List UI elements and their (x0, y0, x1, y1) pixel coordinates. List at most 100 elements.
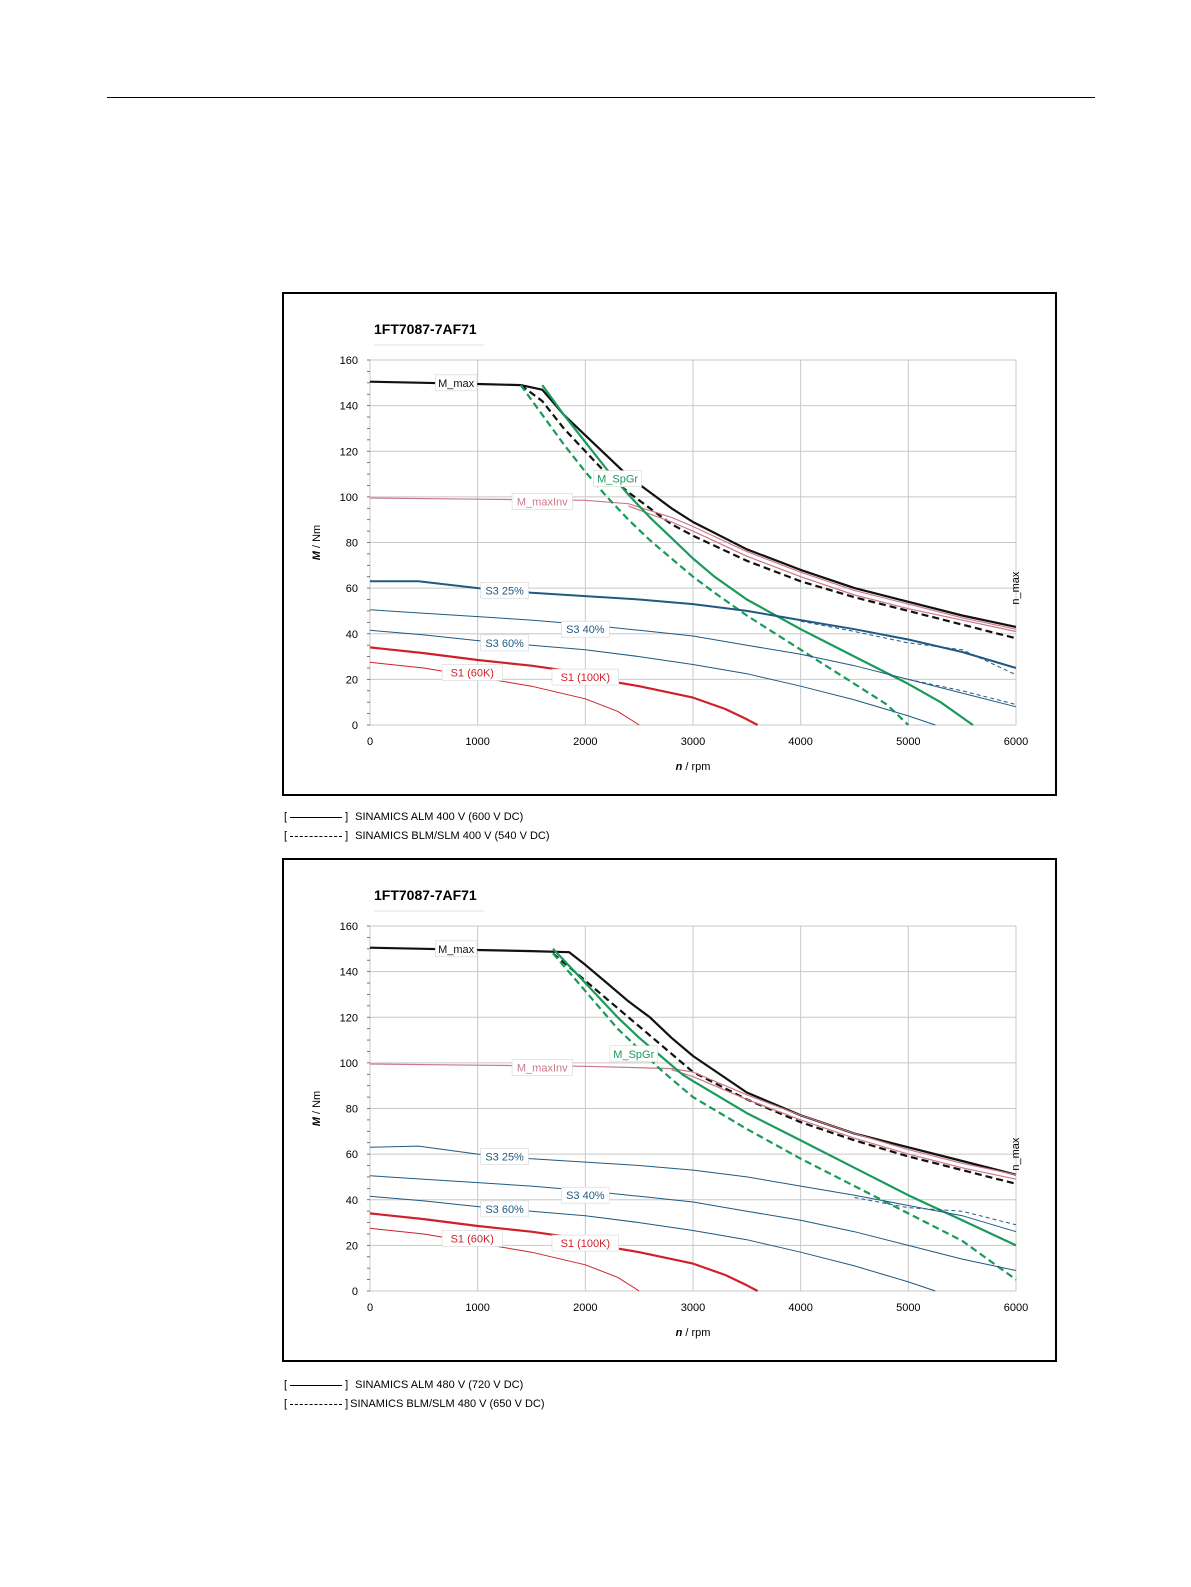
legend-swatch-dashed (290, 1404, 343, 1405)
series-label-text: S3 25% (485, 1151, 524, 1163)
series-label-text: S1 (100K) (561, 672, 611, 684)
x-tick-label: 0 (367, 736, 373, 748)
series-line-s3-25 (370, 580, 1017, 669)
series-label-bg (435, 374, 478, 392)
x-tick-label: 1000 (465, 736, 489, 748)
series-label-s3-40: S3 40% (561, 1186, 610, 1204)
series-label-s3-40: S3 40% (561, 620, 610, 638)
series-line-s3-dashed (854, 1197, 1017, 1226)
legend-row-solid: [ ] SINAMICS ALM 400 V (600 V DC) (284, 808, 550, 827)
legend-bracket-open: [ (284, 1379, 288, 1391)
y-tick-label: 20 (346, 674, 358, 686)
x-axis-label: n / rpm (676, 761, 711, 773)
series-label-text: S3 40% (566, 1190, 605, 1202)
y-tick-label: 120 (340, 446, 358, 458)
series-label-s1-60k: S1 (60K) (441, 1230, 503, 1247)
series-line-s3-40 (369, 1175, 1017, 1271)
legend-label-solid: SINAMICS ALM 400 V (600 V DC) (355, 811, 524, 823)
series-line-m_max-dashed (552, 952, 1017, 1185)
series-label-bg (441, 1230, 503, 1247)
series-label-m-spgr: M_SpGr (609, 1045, 658, 1063)
chart-1-frame: 1FT7087-7AF71 0 1000 2000 3000 4000 5000 6000 0 2… (282, 292, 1057, 796)
y-tick-label: 120 (340, 1012, 358, 1024)
y-axis-label: M / Nm (311, 525, 323, 560)
y-tick-label: 100 (340, 1058, 358, 1070)
series-label-text: M_maxInv (517, 496, 568, 508)
series-line-s1-60k (369, 661, 640, 726)
chart-title: 1FT7087-7AF71 (374, 887, 477, 903)
n-max-label: n_max (1010, 1137, 1022, 1171)
x-tick-label: 4000 (788, 1302, 812, 1314)
y-tick-label: 60 (346, 1149, 358, 1161)
series-label-m-max: M_max (435, 940, 478, 958)
series-label-bg (551, 668, 619, 686)
series-label-text: S1 (100K) (561, 1238, 611, 1250)
series-label-s1-60k: S1 (60K) (441, 664, 503, 681)
series-label-s3-60: S3 60% (480, 1200, 529, 1218)
series-line-m-spgr (552, 948, 1017, 1247)
series-line-s1-100k (369, 646, 759, 726)
series-label-text: M_SpGr (613, 1049, 654, 1061)
series-label-m-max: M_max (435, 374, 478, 392)
legend-bracket-close: ] (345, 830, 349, 842)
legend-label-dashed: SINAMICS BLM/SLM 480 V (650 V DC) (350, 1398, 545, 1410)
chart-2-svg: 1FT7087-7AF71 0 1000 2000 3000 4000 5000 6000 0 2… (311, 887, 1028, 1339)
x-tick-label: 1000 (465, 1302, 489, 1314)
series-label-m-maxinv: M_maxInv (511, 493, 573, 510)
series-line-m_maxinv-solid (671, 1069, 1017, 1180)
series-label-text: S3 60% (485, 638, 524, 650)
series-line-m-max (369, 946, 1017, 1176)
series-label-s1-100k: S1 (100K) (551, 668, 619, 686)
series-line-m_max-dashed (520, 384, 1017, 640)
series-label-bg (561, 620, 610, 638)
legend-swatch-solid (290, 1385, 343, 1386)
y-tick-label: 60 (346, 583, 358, 595)
y-tick-label: 160 (340, 921, 358, 933)
series-label-bg (511, 493, 573, 510)
series-label-bg (480, 582, 529, 599)
x-axis-label: n / rpm (676, 1327, 711, 1339)
legend-bracket-close: ] (345, 811, 349, 823)
series-line-m_spgr-dashed (519, 384, 910, 726)
legend-bracket-close: ] (345, 1379, 349, 1391)
y-tick-label: 0 (352, 720, 358, 732)
legend-swatch-solid (290, 817, 343, 818)
series-line-m_spgr-dashed (552, 952, 1017, 1281)
x-tick-label: 5000 (896, 1302, 920, 1314)
y-tick-label: 140 (340, 967, 358, 979)
x-tick-label: 2000 (573, 736, 597, 748)
y-tick-label: 100 (340, 492, 358, 504)
series-label-text: S1 (60K) (451, 668, 494, 680)
x-tick-label: 3000 (681, 736, 705, 748)
series-label-bg (593, 470, 642, 487)
series-label-bg (480, 634, 529, 652)
legend-bracket-open: [ (284, 830, 288, 842)
y-axis-label: M / Nm (311, 1091, 323, 1126)
legend-label-dashed: SINAMICS BLM/SLM 400 V (540 V DC) (355, 830, 550, 842)
series-label-text: M_SpGr (597, 474, 638, 486)
series-label-s3-25: S3 25% (480, 1148, 529, 1165)
series-label-bg (441, 664, 503, 681)
series-label-text: M_maxInv (517, 1062, 568, 1074)
x-tick-label: 0 (367, 1302, 373, 1314)
y-tick-label: 160 (340, 355, 358, 367)
y-tick-label: 80 (346, 538, 358, 550)
series-label-text: M_max (438, 944, 475, 956)
y-tick-label: 80 (346, 1104, 358, 1116)
series-label-s3-60: S3 60% (480, 634, 529, 652)
legend-swatch-dashed (290, 836, 343, 837)
series-line-m_maxinv-solid (628, 505, 1017, 633)
series-label-bg (561, 1186, 610, 1204)
series-label-m-spgr: M_SpGr (593, 470, 642, 487)
y-tick-label: 0 (352, 1286, 358, 1298)
series-label-bg (480, 1200, 529, 1218)
chart-1-legend: [ ] SINAMICS ALM 400 V (600 V DC) [ ] SI… (284, 808, 550, 846)
series-line-s3-dashed (908, 678, 1017, 705)
series-label-bg (551, 1234, 619, 1252)
series-label-bg (511, 1059, 573, 1076)
series-label-text: S3 40% (566, 624, 605, 636)
x-tick-label: 3000 (681, 1302, 705, 1314)
x-tick-label: 6000 (1004, 1302, 1028, 1314)
series-label-text: S1 (60K) (451, 1234, 494, 1246)
legend-row-dashed: [ ] SINAMICS BLM/SLM 400 V (540 V DC) (284, 827, 550, 846)
